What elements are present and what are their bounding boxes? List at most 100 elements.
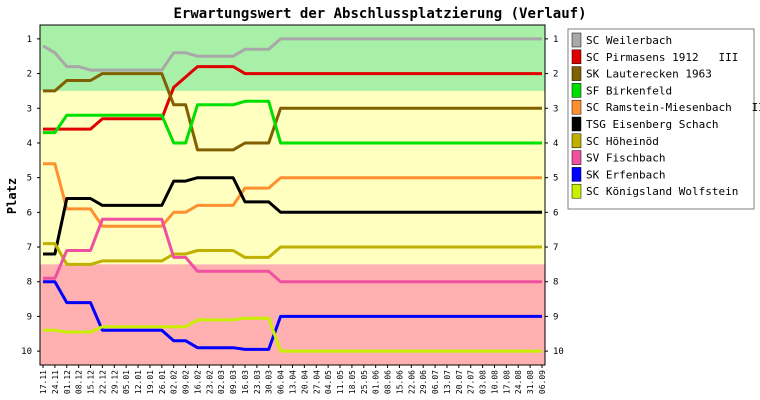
legend-swatch [571, 133, 582, 149]
series-line-0 [42, 37, 542, 72]
x-tick-label: 17.11 [39, 370, 48, 394]
series-line-7 [43, 217, 542, 284]
x-tick-label: 18.05 [348, 370, 357, 394]
x-tick-label: 22.06 [407, 370, 416, 394]
y-tick-label-left: 8 [27, 278, 32, 288]
x-tick-label: 29.06 [419, 370, 428, 394]
y-tick-label-left: 7 [27, 243, 32, 253]
y-axis-label: Platz [5, 178, 19, 214]
y-tick-label-right: 9 [553, 312, 558, 322]
x-tick-label: 23.03 [253, 370, 262, 394]
x-tick-label: 26.01 [158, 370, 167, 394]
y-tick-label-right: 8 [553, 278, 558, 288]
x-tick-label: 23.02 [205, 370, 214, 394]
legend-swatch [571, 167, 582, 182]
y-axis-ticks: 1 1 2 2 3 3 4 4 5 5 6 6 7 7 8 8 9 9 10 10 [21, 35, 564, 357]
y-tick-label-left: 10 [21, 347, 32, 357]
x-tick-label: 08.06 [384, 370, 393, 394]
x-tick-label: 16.02 [193, 370, 202, 394]
legend-label: SC Höheinöd [586, 135, 659, 148]
x-tick-label: 15.06 [395, 370, 404, 394]
legend-label: SV Fischbach [586, 152, 665, 165]
legend-label: SC Pirmasens 1912 III [586, 51, 738, 64]
series-line-6 [43, 242, 542, 266]
x-tick-label: 31.08 [526, 370, 535, 394]
legend-label: SC Königsland Wolfstein [586, 185, 738, 198]
x-tick-label: 15.12 [87, 370, 96, 394]
y-tick-label-right: 5 [553, 174, 558, 184]
x-tick-label: 19.01 [146, 370, 155, 394]
y-tick-label-right: 3 [553, 104, 558, 114]
legend-swatch [571, 49, 582, 65]
series-line-1 [43, 65, 542, 131]
y-tick-label-left: 1 [27, 35, 32, 45]
zone-bands [40, 25, 545, 365]
legend: SC Weilerbach SC Pirmasens 1912 III SK Lau… [567, 28, 760, 210]
y-tick-label-left: 2 [27, 70, 32, 80]
x-tick-label: 13.04 [289, 370, 298, 394]
x-tick-label: 09.02 [182, 370, 191, 394]
x-tick-label: 11.05 [336, 370, 345, 394]
legend-swatch [571, 116, 582, 132]
y-tick-label-left: 6 [27, 208, 32, 218]
x-tick-label: 06.07 [431, 370, 440, 394]
legend-swatch [571, 99, 582, 115]
y-tick-label-left: 9 [27, 312, 32, 322]
y-tick-label-right: 6 [553, 208, 558, 218]
y-tick-label-right: 7 [553, 243, 558, 253]
x-tick-label: 02.03 [217, 370, 226, 394]
chart-title: Erwartungswert der Abschlussplatzierung … [173, 6, 586, 22]
x-tick-label: 20.04 [300, 370, 309, 394]
x-tick-label: 16.03 [241, 370, 250, 394]
x-tick-label: 27.04 [312, 370, 321, 394]
y-tick-label-right: 4 [553, 139, 558, 149]
legend-label: SC Weilerbach [586, 34, 672, 47]
promotion-zone-band [40, 25, 545, 91]
x-tick-label: 05.01 [122, 370, 131, 394]
x-tick-label: 13.07 [443, 370, 452, 394]
series-line-4 [43, 162, 542, 228]
x-tick-label: 10.08 [490, 370, 499, 394]
legend-label: SK Lauterecken 1963 [586, 68, 712, 81]
legend-swatch [571, 32, 582, 48]
x-axis-ticks: 17.11 24.11 01.12 08.12 15.12 22.12 29.12 05.01… [39, 365, 547, 394]
x-tick-label: 20.07 [455, 370, 464, 394]
x-tick-label: 29.12 [110, 370, 119, 394]
y-tick-label-right: 2 [553, 70, 558, 80]
legend-label: SF Birkenfeld [586, 84, 672, 97]
series-line-9 [43, 316, 542, 353]
x-tick-label: 06.09 [538, 370, 547, 394]
x-tick-label: 17.08 [502, 370, 511, 394]
series-line-5 [43, 176, 542, 256]
legend-swatch [571, 83, 582, 98]
y-tick-label-left: 5 [27, 174, 32, 184]
legend-swatch [571, 183, 582, 199]
y-tick-label-right: 1 [553, 35, 558, 45]
legend-box [567, 28, 755, 210]
series-line-2 [43, 72, 542, 152]
y-tick-label-left: 3 [27, 104, 32, 114]
legend-swatch [571, 66, 582, 81]
legend-label: TSG Eisenberg Schach [586, 118, 718, 131]
legend-label: SC Ramstein-Miesenbach II [586, 101, 760, 114]
y-tick-label-left: 4 [27, 139, 32, 149]
x-tick-label: 02.02 [170, 370, 179, 394]
x-tick-label: 24.11 [51, 370, 60, 394]
x-tick-label: 12.01 [134, 370, 143, 394]
legend-swatch [571, 150, 582, 165]
legend-label: SK Erfenbach [586, 168, 665, 181]
series-line-3 [43, 99, 542, 145]
x-tick-label: 06.04 [277, 370, 286, 394]
x-tick-label: 08.12 [75, 370, 84, 394]
x-tick-label: 27.07 [467, 370, 476, 394]
x-tick-label: 01.06 [372, 370, 381, 394]
x-tick-label: 22.12 [98, 370, 107, 394]
series-line-8 [43, 280, 542, 351]
x-tick-label: 09.03 [229, 370, 238, 394]
series-lines [42, 37, 542, 353]
x-tick-label: 04.05 [324, 370, 333, 394]
x-tick-label: 24.08 [514, 370, 523, 394]
x-tick-label: 30.03 [265, 370, 274, 394]
